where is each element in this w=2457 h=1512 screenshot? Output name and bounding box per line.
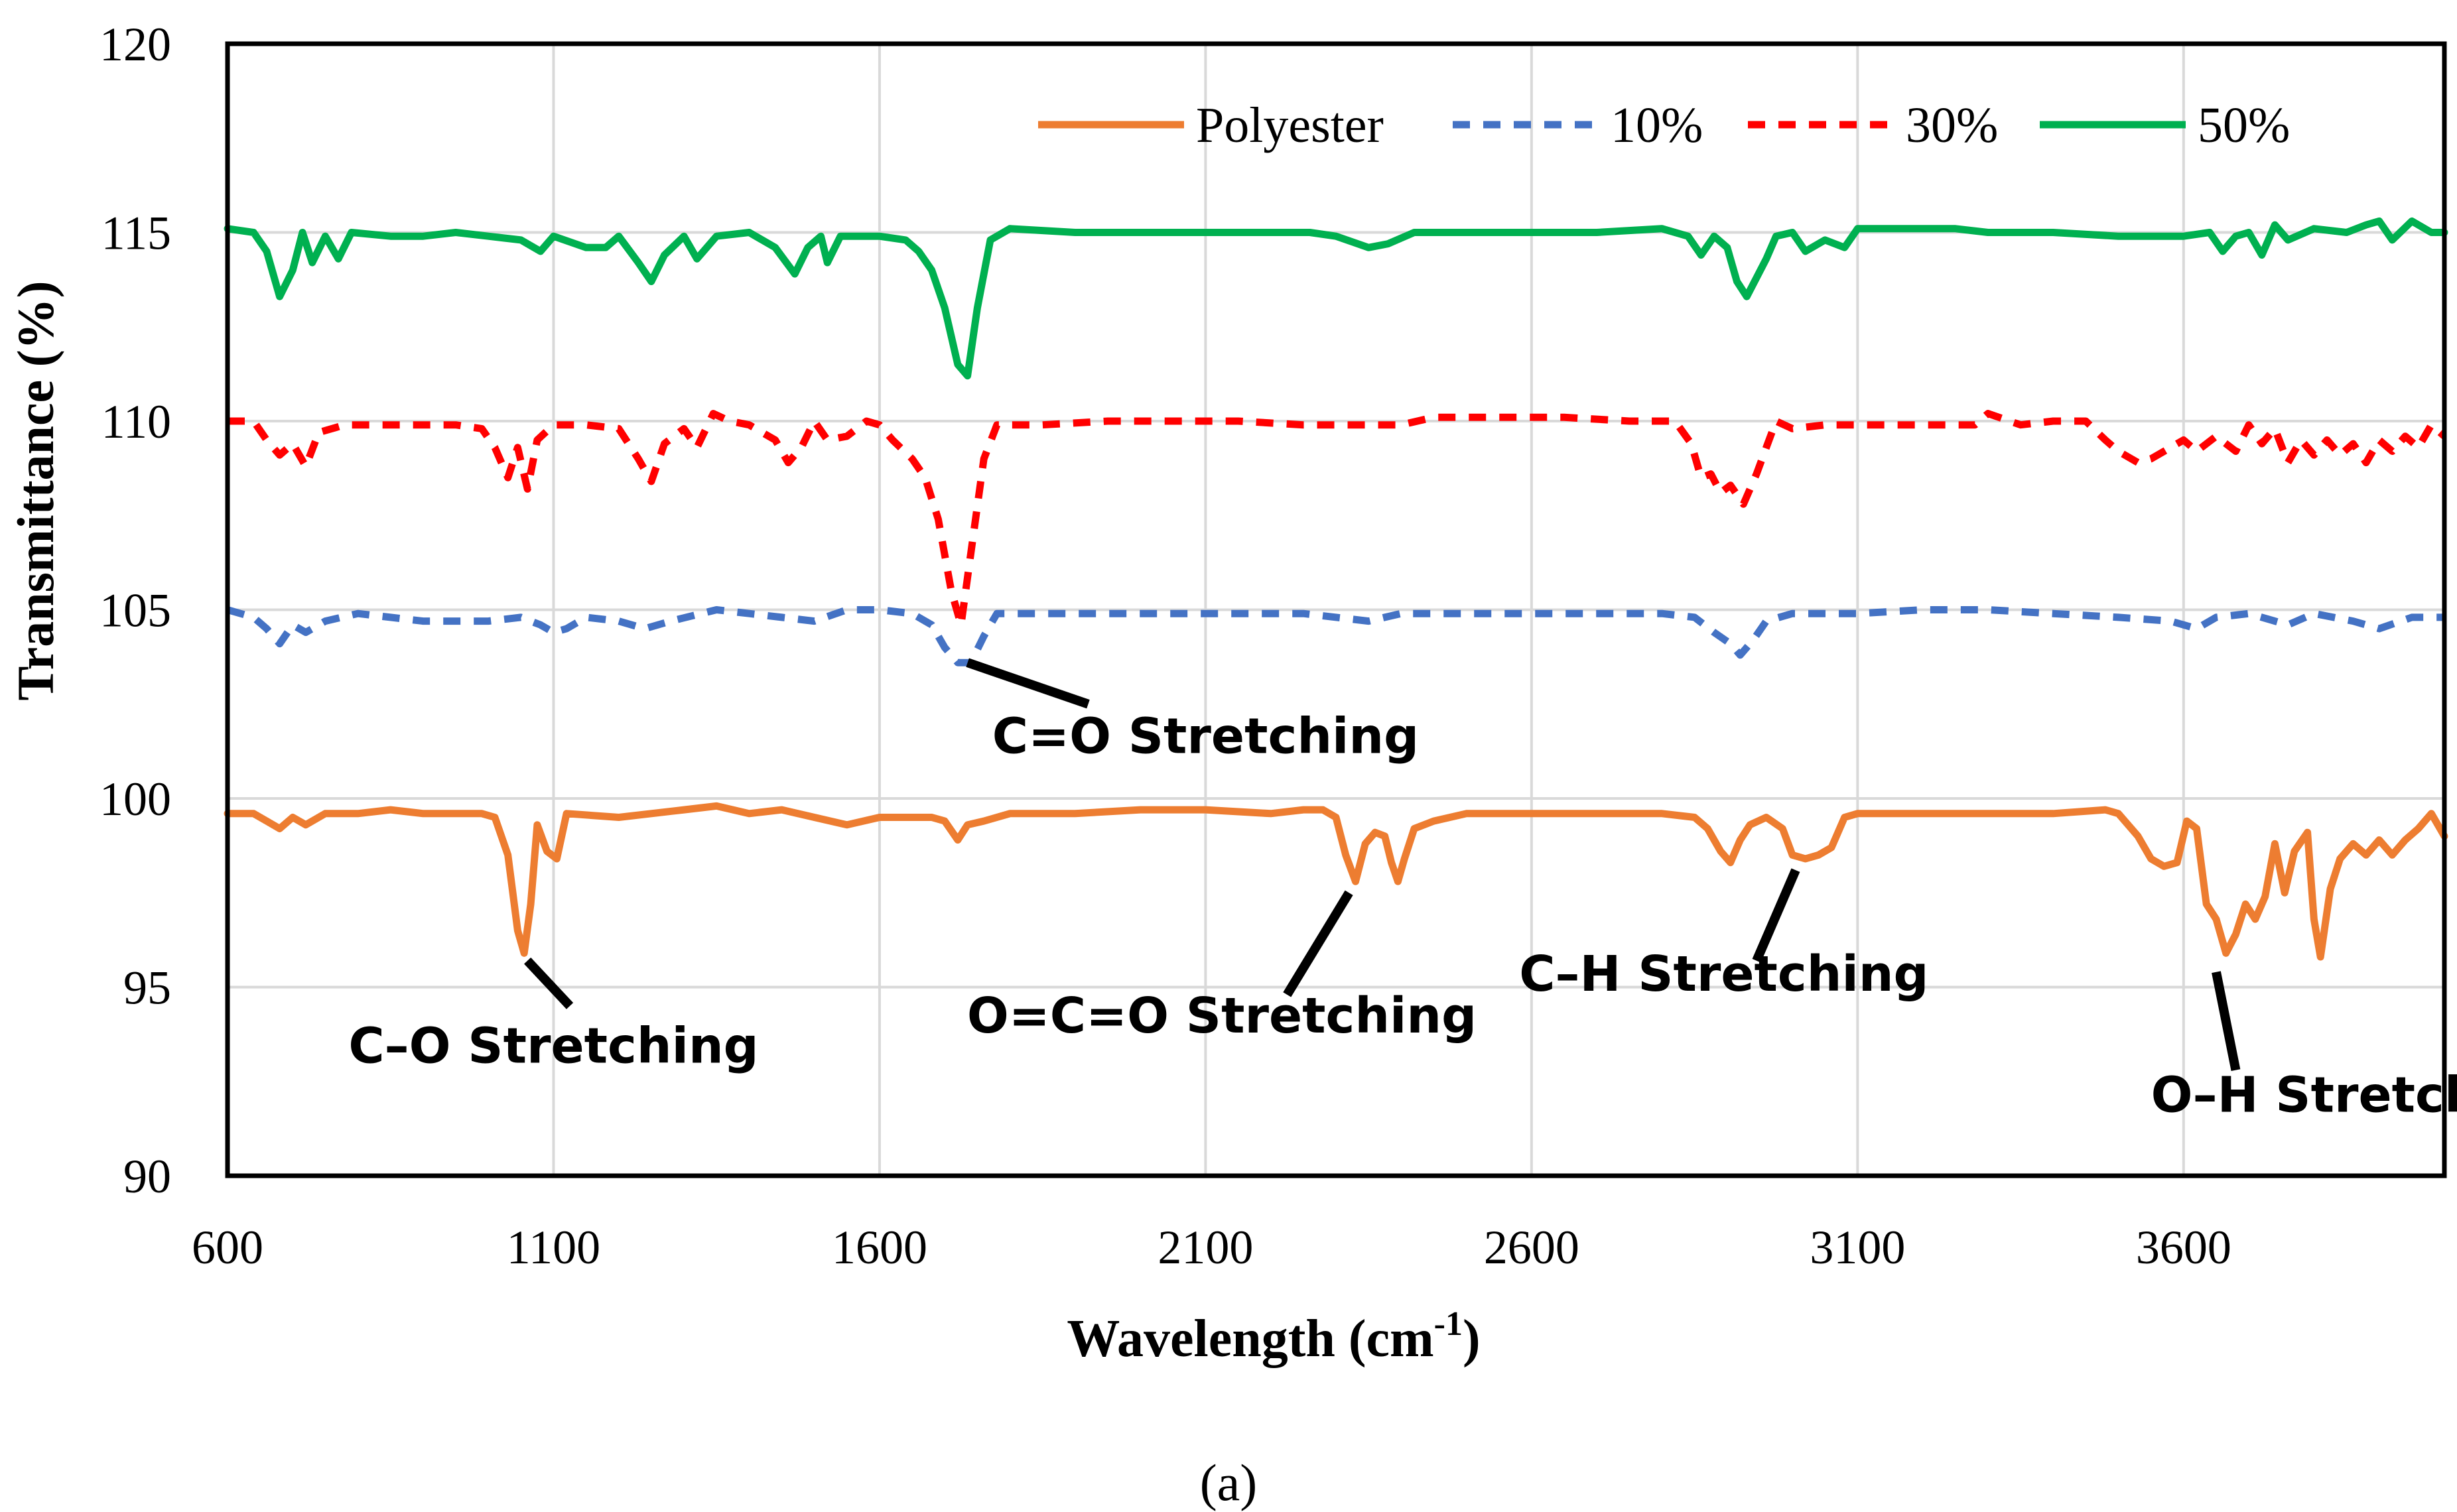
legend-label: Polyester [1196,97,1384,153]
x-tick-label: 2600 [1484,1221,1579,1274]
x-axis-title-superscript: -1 [1434,1305,1463,1343]
figure-caption: (a) [1200,1454,1258,1511]
legend-label: 30% [1906,97,1998,153]
annotation-leader-line [2212,971,2241,1072]
annotation-leader-line [1752,868,1800,963]
legend-label: 50% [2198,97,2290,153]
y-tick-label: 120 [100,18,171,71]
series-layer [224,217,2448,961]
annotation-leader-line [524,957,574,1009]
x-axis-title-main: Wavelength (cm [1067,1310,1433,1368]
x-axis-title: Wavelength (cm-1) [1067,1305,1480,1368]
series-line-polyester [224,802,2448,961]
x-tick-label: 1100 [507,1221,600,1274]
y-axis-title: Transmittance (%) [7,281,64,700]
y-tick-label: 110 [101,395,171,448]
y-tick-labels: 90 95 100 105 110 115 120 [100,18,171,1203]
annotation-label: O–H Stretching [2151,1066,2457,1123]
annotation-label: O=C=O Stretching [967,987,1477,1044]
annotations: C=O Stretching C–O Stretching O=C=O Stretc… [348,658,2457,1123]
annotation-leader-line [1283,890,1353,997]
annotation-label: C–H Stretching [1519,946,1928,1003]
plot-frame [225,41,2447,1178]
y-tick-label: 100 [100,773,171,826]
x-tick-label: 600 [192,1221,263,1274]
x-tick-label: 3100 [1810,1221,1905,1274]
y-tick-label: 105 [100,584,171,637]
legend-label: 10% [1611,97,1703,153]
annotation-label: C–O Stretching [348,1017,758,1074]
x-tick-label: 2100 [1158,1221,1253,1274]
annotation-leader-line [966,658,1090,709]
x-tick-label: 1600 [832,1221,927,1274]
series-line-50pct [224,217,2448,380]
x-tick-label: 3600 [2136,1221,2231,1274]
x-axis-title-close: ) [1463,1310,1481,1368]
series-line-30pct [228,410,2447,629]
legend: Polyester 10% 30% 50% [1038,97,2290,153]
y-tick-label: 115 [101,207,171,260]
y-tick-label: 95 [123,962,171,1015]
annotation-label: C=O Stretching [992,708,1419,765]
series-line-10pct [226,606,2444,666]
y-tick-label: 90 [123,1150,171,1203]
x-tick-labels: 600 1100 1600 2100 2600 3100 3600 [192,1221,2231,1274]
